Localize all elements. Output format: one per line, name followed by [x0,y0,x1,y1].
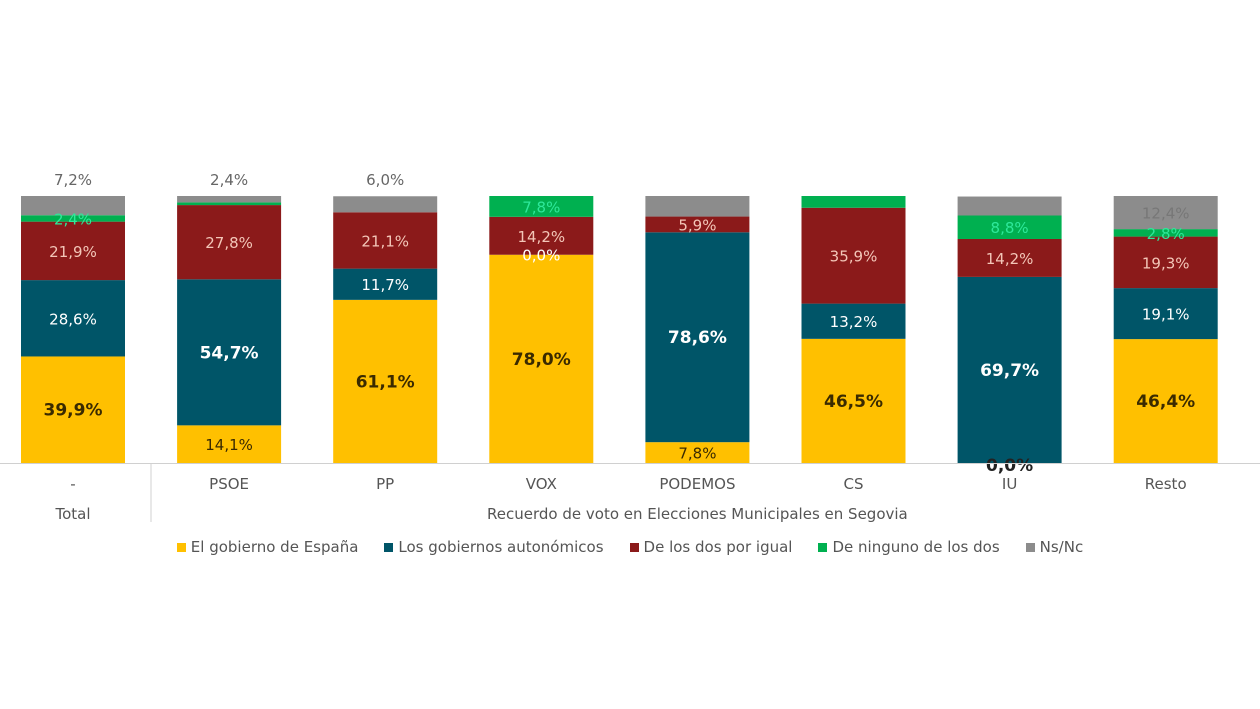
legend-label: De los dos por igual [643,538,793,556]
x-tick-label: VOX [526,475,557,493]
data-label: 46,5% [824,392,883,412]
legend-item: De ninguno de los dos [818,538,1000,556]
bar-segment [801,303,906,339]
bar-segment [645,216,750,233]
bar-segment [645,442,750,463]
data-label: 7,2% [54,171,92,189]
x-tick-label: PP [376,475,394,493]
data-label: 35,9% [830,248,878,266]
bar-segment [489,216,594,255]
legend-item: De los dos por igual [629,538,793,556]
x-tick-label: PSOE [209,475,249,493]
group-label: Recuerdo de voto en Elecciones Municipal… [487,505,908,523]
data-label: 46,4% [1136,392,1195,412]
bar-segment [333,299,438,463]
bar-segment [21,356,125,463]
bar-segment [645,196,750,217]
data-label: 54,7% [200,343,259,363]
bar-segment [957,196,1062,216]
bar-segment [177,279,282,426]
data-label: 19,1% [1142,306,1190,324]
data-label: 27,8% [205,234,253,252]
legend-label: Ns/Nc [1039,538,1084,556]
data-label: 0,0% [986,456,1033,476]
data-label: 21,9% [49,243,97,261]
legend-item: Los gobiernos autonómicos [384,538,604,556]
bar-segment [177,205,282,280]
data-label: 0,0% [522,247,560,265]
data-label: 13,2% [830,313,878,331]
data-label: 2,4% [54,210,92,228]
bar-segment [177,196,282,203]
bar-segment [957,238,1062,277]
bar-segment [1113,339,1218,463]
legend-swatch [818,542,828,552]
bar-segment [333,212,438,269]
bar-segment [1113,196,1218,230]
legend-swatch [384,542,394,552]
x-tick-label: IU [1002,475,1017,493]
bar-segment [21,280,125,357]
bar-segment [801,338,906,463]
legend-item: El gobierno de España [176,538,359,556]
bar-segment [1113,236,1218,289]
data-label: 19,3% [1142,254,1190,272]
data-label: 78,6% [668,328,727,348]
bar-segment [1113,288,1218,340]
data-label: 21,1% [361,232,409,250]
x-tick-label: - [70,475,75,493]
bar-segment [957,215,1062,239]
data-label: 14,2% [517,228,565,246]
data-label: 69,7% [980,361,1039,381]
data-label: 8,8% [991,219,1029,237]
bar-segment [489,196,594,217]
group-label: Total [54,505,90,523]
bar-segment [177,425,282,463]
x-tick-label: PODEMOS [659,475,735,493]
data-label: 11,7% [361,276,409,294]
bar-segment [333,196,438,213]
data-label: 6,0% [366,171,404,189]
data-label: 39,9% [44,401,103,421]
data-label: 28,6% [49,310,97,328]
bar-segment [21,196,125,216]
data-label: 7,8% [678,445,716,463]
legend-label: Los gobiernos autonómicos [398,538,604,556]
x-tick-label: Resto [1145,475,1187,493]
legend-swatch [629,542,639,552]
bar-segment [333,268,438,300]
legend-swatch [1025,542,1035,552]
bar-segment [957,276,1062,463]
data-label: 61,1% [356,372,415,392]
bar-segment [489,254,594,463]
data-label: 12,4% [1142,205,1190,223]
legend-item: Ns/Nc [1025,538,1084,556]
bar-segment [21,215,125,222]
data-label: 2,8% [1147,225,1185,243]
legend: El gobierno de España Los gobiernos auton… [0,538,1260,556]
legend-swatch [176,542,186,552]
bar-segment [21,221,125,281]
data-label: 2,4% [210,171,248,189]
legend-label: El gobierno de España [190,538,359,556]
bar-segment [177,202,282,206]
bar-segment [801,196,906,208]
data-label: 7,8% [522,198,560,216]
bar-segment [801,207,906,304]
data-label: 14,2% [986,250,1034,268]
data-label: 14,1% [205,436,253,454]
data-label: 5,9% [678,216,716,234]
bar-segment [1113,229,1218,237]
x-tick-label: CS [844,475,864,493]
bar-segment [645,232,750,443]
stacked-bar-chart: 39,9% 28,6% 21,9% 2,4% 7,2% - 14,1% 54,7% 27,8% 2… [0,171,1260,523]
legend-label: De ninguno de los dos [832,538,1000,556]
data-label: 78,0% [512,350,571,370]
